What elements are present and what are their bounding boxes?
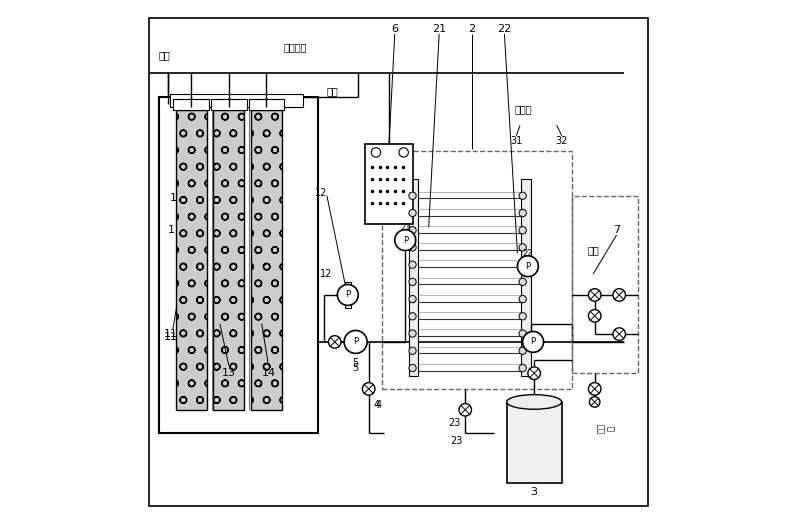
Text: 12: 12 (320, 269, 332, 279)
Text: 31: 31 (510, 136, 522, 146)
Circle shape (613, 328, 626, 340)
Circle shape (371, 148, 381, 157)
Bar (170, 94, 303, 107)
Circle shape (459, 404, 471, 416)
Circle shape (344, 330, 367, 353)
Circle shape (409, 209, 416, 217)
Bar (211, 99, 246, 110)
Text: 22: 22 (498, 23, 511, 34)
Circle shape (519, 261, 526, 268)
Text: 3: 3 (530, 487, 538, 497)
Circle shape (409, 313, 416, 320)
Text: P: P (530, 337, 536, 347)
Text: 出液: 出液 (587, 245, 599, 256)
Circle shape (589, 383, 601, 395)
Bar (572, 196, 638, 373)
Circle shape (519, 227, 526, 234)
Circle shape (394, 230, 416, 251)
Bar (159, 97, 318, 433)
Bar (521, 179, 530, 376)
Text: 1: 1 (170, 193, 178, 204)
Circle shape (519, 347, 526, 354)
Text: 5: 5 (353, 358, 358, 368)
Circle shape (409, 295, 416, 303)
Text: 32: 32 (556, 136, 568, 146)
Text: 沼气: 沼气 (327, 86, 338, 97)
Circle shape (589, 310, 601, 322)
Circle shape (519, 278, 526, 286)
Circle shape (519, 192, 526, 199)
Circle shape (409, 192, 416, 199)
Circle shape (519, 295, 526, 303)
Circle shape (528, 367, 541, 379)
Circle shape (409, 227, 416, 234)
Text: 11: 11 (164, 331, 178, 342)
Circle shape (613, 289, 626, 301)
Text: 23: 23 (450, 436, 462, 446)
Bar (250, 110, 282, 410)
Bar (249, 99, 284, 110)
Text: 6: 6 (391, 23, 398, 34)
Text: 2: 2 (469, 23, 475, 34)
Circle shape (329, 336, 341, 348)
Bar (175, 110, 207, 410)
Text: 13: 13 (222, 368, 236, 378)
Text: 11: 11 (164, 329, 178, 339)
Circle shape (519, 313, 526, 320)
Text: 21: 21 (400, 222, 410, 232)
Text: 4: 4 (376, 399, 382, 410)
Text: P: P (346, 290, 350, 300)
Text: P: P (526, 262, 530, 271)
Circle shape (518, 256, 538, 277)
Circle shape (409, 364, 416, 372)
Text: P: P (402, 235, 408, 245)
Circle shape (409, 244, 416, 251)
Bar (345, 282, 351, 308)
Text: 自来水: 自来水 (515, 104, 533, 115)
Text: 22: 22 (522, 248, 533, 258)
Text: 21: 21 (432, 23, 446, 34)
Circle shape (409, 278, 416, 286)
Bar (365, 144, 413, 224)
Circle shape (399, 148, 408, 157)
Circle shape (519, 364, 526, 372)
Text: 废水循环: 废水循环 (284, 42, 307, 52)
Circle shape (589, 289, 601, 301)
Bar (174, 99, 209, 110)
Text: 7: 7 (613, 224, 620, 235)
Circle shape (590, 397, 600, 407)
Circle shape (409, 330, 416, 337)
Text: 清洗
液: 清洗 液 (597, 423, 616, 433)
Ellipse shape (506, 395, 562, 409)
Text: 14: 14 (262, 368, 275, 378)
Circle shape (519, 209, 526, 217)
Circle shape (409, 261, 416, 268)
Bar (507, 402, 562, 483)
Circle shape (338, 284, 358, 305)
Bar (382, 151, 572, 389)
Bar (409, 179, 418, 376)
Bar (213, 110, 245, 410)
Text: P: P (353, 337, 358, 347)
Text: 废水: 废水 (159, 50, 170, 60)
Circle shape (519, 330, 526, 337)
Text: 5: 5 (353, 363, 358, 373)
Text: 12: 12 (314, 188, 327, 198)
Circle shape (409, 347, 416, 354)
Circle shape (522, 331, 543, 352)
Circle shape (362, 383, 375, 395)
Text: 1: 1 (168, 224, 174, 235)
Text: 23: 23 (449, 418, 461, 428)
Text: 4: 4 (374, 399, 379, 410)
Circle shape (519, 244, 526, 251)
